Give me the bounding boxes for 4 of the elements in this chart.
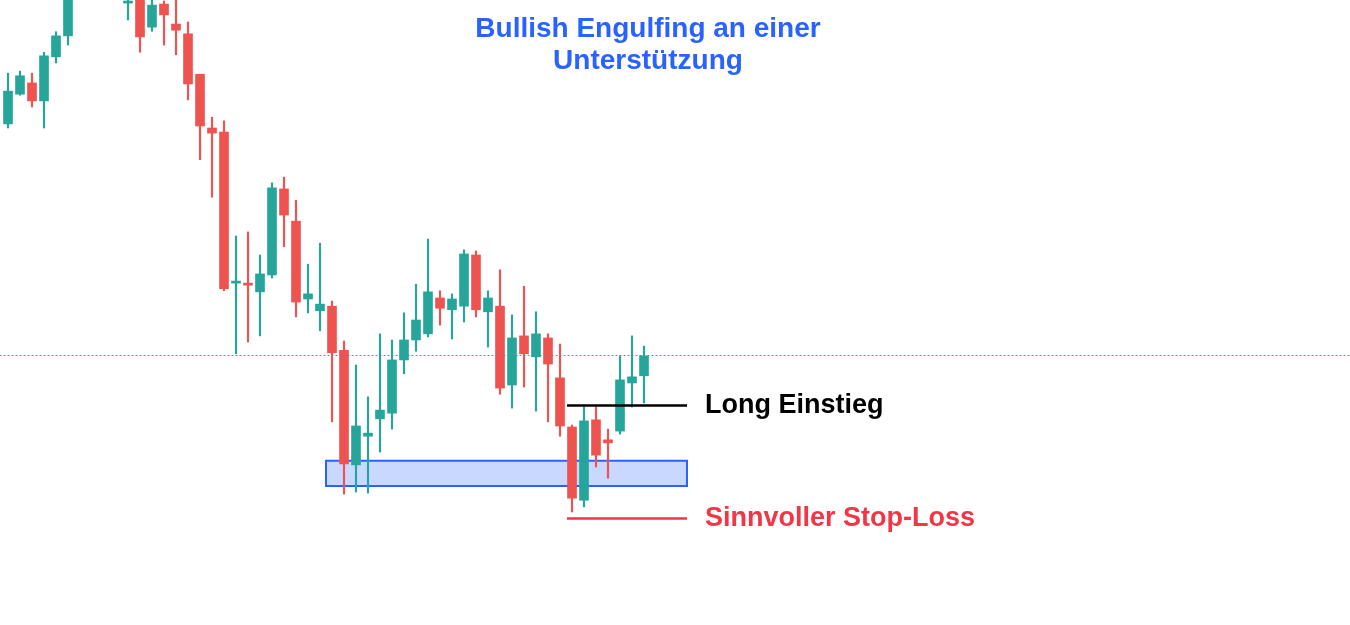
candlestick	[243, 231, 253, 343]
ref-line-label: Sinnvoller Stop-Loss	[705, 501, 976, 532]
ref-line-label: Long Einstieg	[705, 388, 884, 419]
text: Bullish Engulfing an einer Unterstützung	[474, 12, 822, 76]
